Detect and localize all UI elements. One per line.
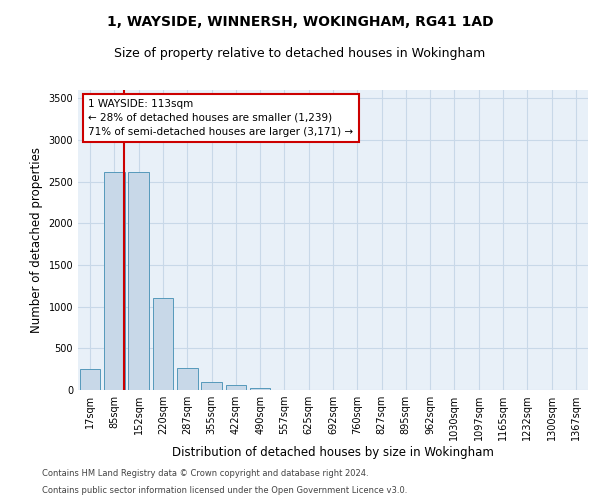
Bar [152, 298, 173, 390]
Bar [128, 172, 149, 390]
Bar [226, 386, 246, 390]
Bar [104, 172, 125, 390]
Bar [177, 368, 197, 390]
Text: Contains public sector information licensed under the Open Government Licence v3: Contains public sector information licen… [42, 486, 407, 495]
Bar [80, 369, 100, 390]
Text: 1 WAYSIDE: 113sqm
← 28% of detached houses are smaller (1,239)
71% of semi-detac: 1 WAYSIDE: 113sqm ← 28% of detached hous… [88, 99, 353, 137]
Text: Contains HM Land Registry data © Crown copyright and database right 2024.: Contains HM Land Registry data © Crown c… [42, 468, 368, 477]
Bar [201, 382, 222, 390]
Text: 1, WAYSIDE, WINNERSH, WOKINGHAM, RG41 1AD: 1, WAYSIDE, WINNERSH, WOKINGHAM, RG41 1A… [107, 15, 493, 29]
Y-axis label: Number of detached properties: Number of detached properties [30, 147, 43, 333]
Bar [250, 388, 271, 390]
Text: Size of property relative to detached houses in Wokingham: Size of property relative to detached ho… [115, 48, 485, 60]
X-axis label: Distribution of detached houses by size in Wokingham: Distribution of detached houses by size … [172, 446, 494, 459]
